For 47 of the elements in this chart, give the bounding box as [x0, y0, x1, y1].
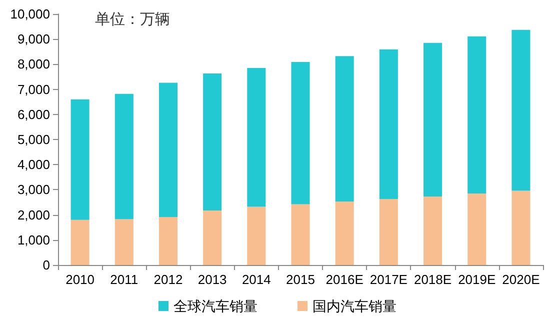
y-tick-label: 6,000 [17, 106, 50, 122]
bar [424, 42, 442, 196]
x-tick-label: 2010 [66, 272, 95, 287]
x-tick-label: 2017E [370, 272, 408, 287]
y-tick-label: 2,000 [17, 207, 50, 222]
bar [203, 210, 222, 265]
bar [512, 30, 530, 191]
bar [70, 220, 90, 265]
x-tick-label: 2012 [154, 272, 183, 287]
y-tick-label: 8,000 [17, 56, 50, 72]
annotation: 单位：万辆 [95, 11, 170, 28]
y-tick-label: 9,000 [17, 32, 50, 47]
bar [379, 49, 398, 199]
bar [70, 99, 90, 220]
x-tick-label: 2013 [198, 272, 227, 287]
bar [158, 82, 178, 218]
bar [424, 196, 442, 265]
y-tick-label: 3,000 [17, 182, 50, 198]
y-tick-label: 4,000 [17, 157, 50, 172]
y-tick-label: 1,000 [17, 232, 50, 248]
x-tick-label: 2014 [242, 272, 271, 287]
y-tick-label: 7,000 [17, 82, 50, 97]
x-tick-label: 2015 [286, 272, 315, 287]
x-tick-label: 2018E [414, 272, 452, 287]
y-tick-label: 5,000 [17, 132, 50, 147]
y-tick-label: 0 [42, 258, 50, 272]
bar [335, 201, 354, 265]
bar [114, 94, 134, 220]
x-tick-label: 2011 [110, 272, 138, 287]
x-tick-label: 2019E [458, 272, 496, 287]
bar [512, 190, 530, 265]
bar [335, 56, 354, 202]
x-tick-label: 2016E [326, 272, 364, 287]
bar [247, 68, 266, 207]
x-tick-label: 2020E [502, 272, 540, 287]
bar [291, 62, 310, 204]
bar [468, 36, 486, 194]
bar [114, 219, 134, 265]
bar [291, 204, 310, 265]
bar [203, 73, 222, 211]
legend-label: 国内汽车销量 [312, 298, 396, 314]
bar [379, 198, 398, 265]
bar [158, 217, 178, 265]
legend-label: 全球汽车销量 [174, 298, 258, 314]
bar [247, 206, 266, 265]
y-tick-label: 10,000 [10, 6, 50, 22]
bar [468, 193, 486, 265]
